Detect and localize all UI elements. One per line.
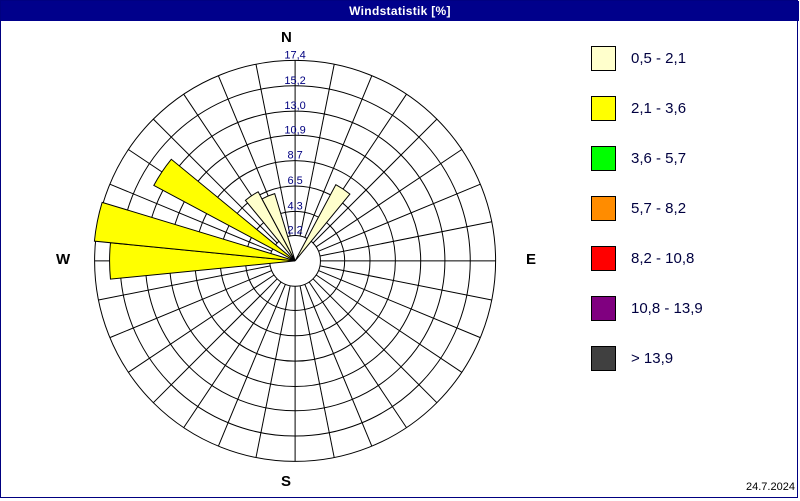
svg-text:15,2: 15,2 bbox=[284, 75, 305, 87]
svg-text:2,2: 2,2 bbox=[287, 225, 302, 237]
svg-text:8,7: 8,7 bbox=[287, 150, 302, 162]
svg-text:13,0: 13,0 bbox=[284, 100, 305, 112]
svg-text:4,3: 4,3 bbox=[287, 200, 302, 212]
svg-text:6,5: 6,5 bbox=[287, 175, 302, 187]
svg-text:10,9: 10,9 bbox=[284, 124, 305, 136]
svg-text:17,4: 17,4 bbox=[284, 49, 305, 61]
